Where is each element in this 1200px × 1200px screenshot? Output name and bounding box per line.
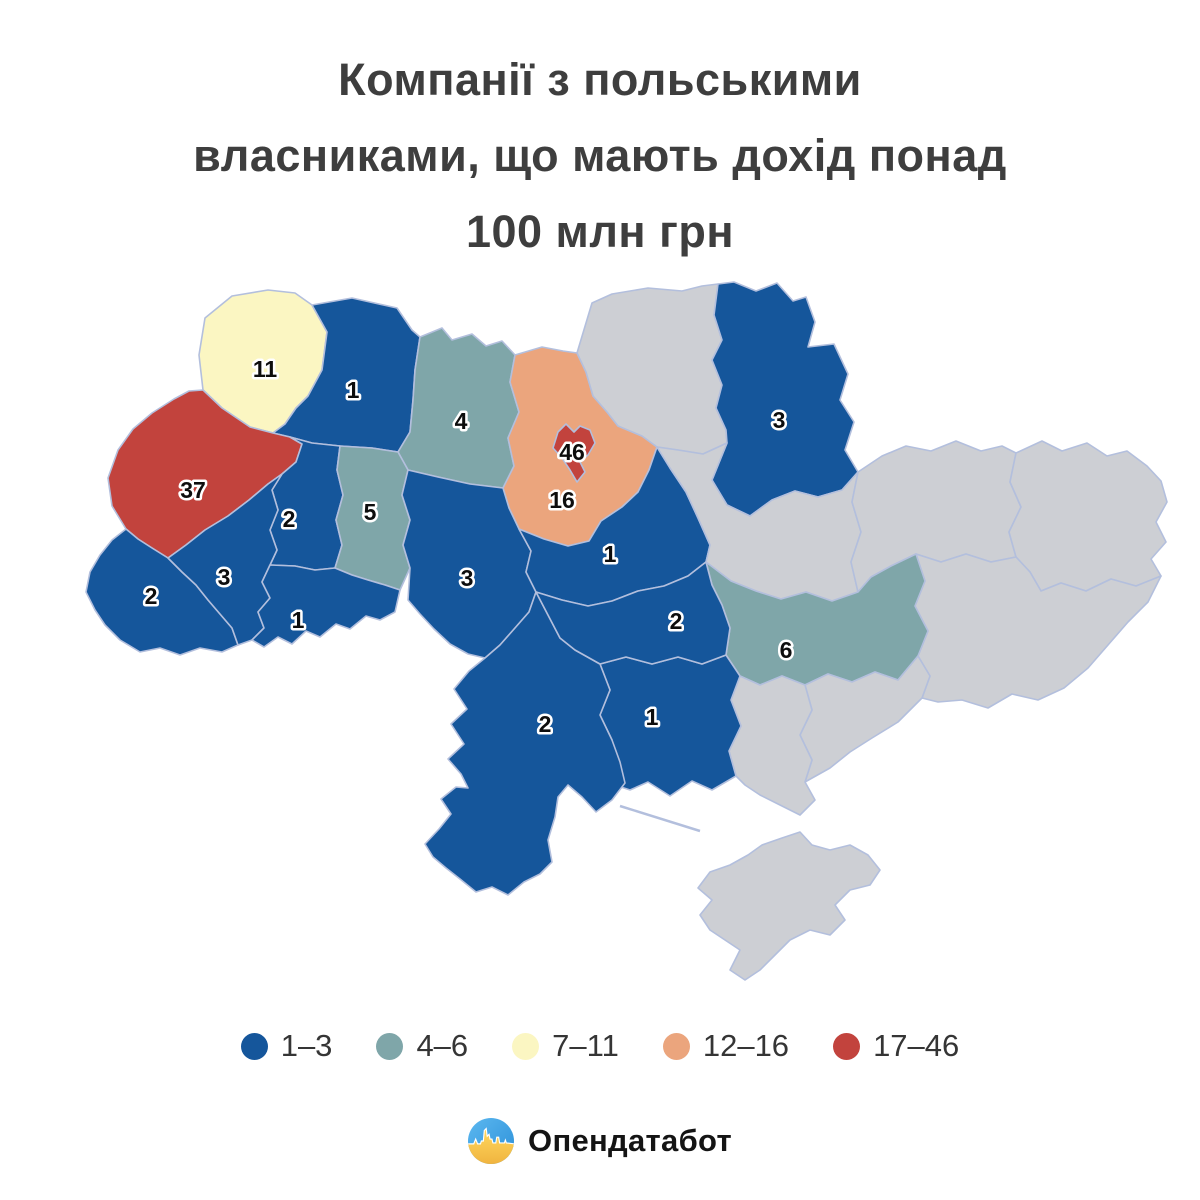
title-line-3: 100 млн грн — [465, 206, 735, 257]
region-sumy[interactable] — [711, 281, 859, 517]
legend-swatch-circle — [662, 1032, 690, 1060]
legend-item-17-46: 17–46 — [833, 1028, 959, 1064]
legend-swatch-icon — [662, 1032, 690, 1060]
title-line-1: Компанії з польськими — [338, 54, 862, 105]
value-label-odesa: 2 — [539, 711, 552, 737]
opendatabot-logo-icon — [468, 1118, 515, 1164]
brand-footer: Опендатабот — [0, 1118, 1200, 1164]
regions-layer — [85, 281, 1168, 981]
legend-swatch-circle — [240, 1032, 268, 1060]
legend-item-4-6: 4–6 — [376, 1028, 468, 1064]
region-kherson[interactable] — [728, 675, 816, 816]
legend-swatch-circle — [376, 1032, 404, 1060]
value-label-sumy: 3 — [773, 407, 786, 433]
region-kirovohrad[interactable] — [535, 561, 731, 665]
legend-item-12-16: 12–16 — [662, 1028, 790, 1064]
value-label-ternopil: 2 — [283, 506, 296, 532]
region-ivano-frankivsk[interactable] — [167, 473, 283, 646]
value-label-vinnytsia: 3 — [461, 565, 474, 591]
value-label-cherkasy: 1 — [604, 541, 617, 567]
legend-swatch-icon — [240, 1032, 268, 1060]
legend-label: 12–16 — [702, 1028, 790, 1063]
legend-swatch-circle — [512, 1032, 540, 1060]
value-label-zakarpattia: 2 — [145, 583, 158, 609]
value-labels-layer: 11 1 4 46 16 3 37 2 5 3 1 2 6 2 3 1 2 1 — [142, 354, 795, 740]
page-title: Компанії з польськими власниками, що маю… — [0, 42, 1200, 270]
tendra-spit-line — [619, 804, 701, 833]
legend-swatch-icon — [376, 1032, 404, 1060]
legend-swatch-icon — [833, 1032, 861, 1060]
value-label-chernivtsi: 1 — [292, 607, 305, 633]
value-label-dnipropetrovsk: 6 — [780, 637, 793, 663]
legend-item-7-11: 7–11 — [512, 1028, 619, 1064]
value-label-mykolaiv: 1 — [646, 704, 659, 730]
legend-swatch-icon — [512, 1032, 540, 1060]
value-label-volyn: 11 — [253, 356, 278, 382]
legend-label: 7–11 — [552, 1028, 619, 1063]
legend-label: 1–3 — [280, 1028, 333, 1063]
region-kyiv-city[interactable] — [552, 423, 596, 483]
title-line-2: власниками, що мають дохід понад — [193, 130, 1007, 181]
value-label-kyiv-oblast: 16 — [549, 487, 575, 513]
region-chernivtsi[interactable] — [251, 564, 401, 648]
legend-item-1-3: 1–3 — [240, 1028, 333, 1064]
legend-swatch-circle — [833, 1032, 861, 1060]
region-crimea[interactable] — [697, 831, 881, 981]
value-label-kyiv-city: 46 — [559, 439, 585, 465]
legend: 1–3 4–6 7–11 12–16 17–46 — [0, 1028, 1200, 1064]
value-label-kirovohrad: 2 — [670, 608, 683, 634]
value-label-zhytomyr: 4 — [455, 408, 468, 434]
value-label-ivano-frankivsk: 3 — [218, 564, 231, 590]
legend-label: 17–46 — [873, 1028, 960, 1063]
legend-label: 4–6 — [416, 1028, 469, 1063]
brand-name: Опендатабот — [528, 1123, 732, 1158]
value-label-rivne: 1 — [347, 377, 360, 403]
region-luhansk[interactable] — [1008, 440, 1168, 592]
value-label-khmelnytskyi: 5 — [364, 499, 377, 525]
value-label-lviv: 37 — [180, 477, 206, 503]
